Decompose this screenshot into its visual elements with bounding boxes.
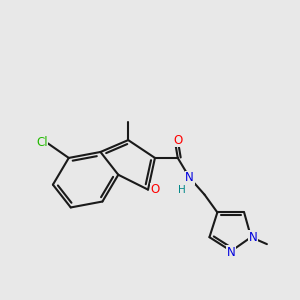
Text: N: N: [185, 171, 194, 184]
Text: O: O: [173, 134, 182, 147]
Text: N: N: [227, 245, 236, 259]
Text: Cl: Cl: [36, 136, 48, 148]
Text: H: H: [178, 184, 186, 195]
Text: O: O: [150, 183, 160, 196]
Text: N: N: [249, 231, 257, 244]
